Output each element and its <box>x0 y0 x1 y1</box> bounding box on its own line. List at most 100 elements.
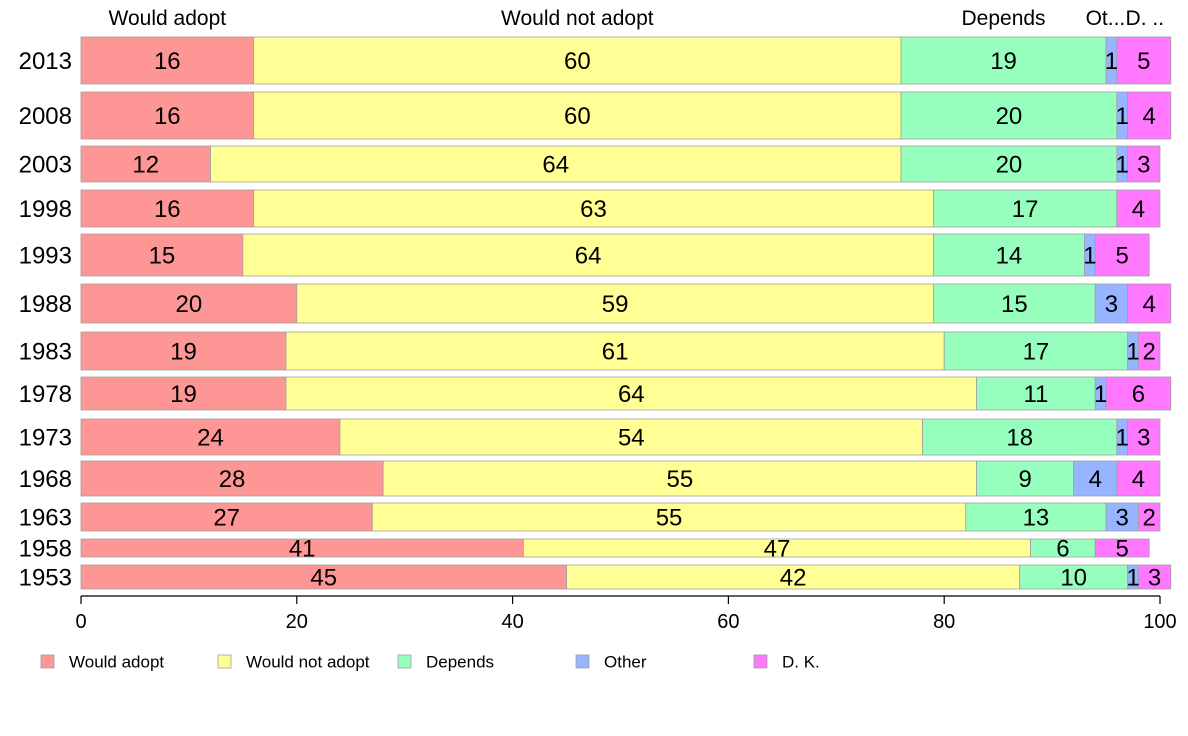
bar-segment <box>80 233 244 277</box>
category-label: 1958 <box>19 536 72 563</box>
bar-value-label: 55 <box>656 505 683 532</box>
bar-segment <box>296 283 934 324</box>
bar-segment <box>900 36 1107 85</box>
legend-swatch <box>217 654 232 669</box>
bar-value-label: 4 <box>1143 291 1156 318</box>
category-label: 1998 <box>19 196 72 223</box>
bar-segment <box>339 418 924 456</box>
bar-value-label: 24 <box>197 425 224 452</box>
bar-value-label: 3 <box>1105 291 1118 318</box>
bar-value-label: 5 <box>1116 243 1129 270</box>
legend-label: Other <box>604 653 647 672</box>
bar-value-label: 16 <box>154 48 181 75</box>
legend: Would adopt Would not adopt Depends Other D.… <box>40 653 820 672</box>
bar-segment <box>285 331 945 371</box>
bar-value-label: 5 <box>1116 536 1129 563</box>
bar-value-label: 3 <box>1116 505 1129 532</box>
legend-swatch <box>575 654 590 669</box>
bar-value-label: 1 <box>1116 103 1129 130</box>
bar-value-label: 16 <box>154 196 181 223</box>
legend-label: D. K. <box>782 653 820 672</box>
bar-value-label: 3 <box>1148 565 1161 592</box>
bar-segment <box>976 376 1096 411</box>
bar-value-label: 4 <box>1089 466 1102 493</box>
legend-swatch <box>753 654 768 669</box>
bar-segment <box>1127 283 1172 324</box>
bar-segment <box>1094 538 1150 558</box>
bar-segment <box>1138 564 1172 590</box>
bar-segment <box>80 376 287 411</box>
bar-value-label: 64 <box>542 152 569 179</box>
bar-segment <box>1127 418 1161 456</box>
bar-value-label: 1 <box>1126 565 1139 592</box>
bar-segment <box>242 233 934 277</box>
bar-segment <box>1094 233 1150 277</box>
x-tick-label: 60 <box>717 611 739 633</box>
bar-segment <box>80 331 287 371</box>
bar-value-label: 17 <box>1023 339 1050 366</box>
category-label: 2008 <box>19 103 72 130</box>
year-labels-layer: 2013 2008 2003 1998 1993 1988 1983 1978 1973 1968… <box>19 48 72 592</box>
bar-value-label: 1 <box>1116 425 1129 452</box>
bar-value-label: 42 <box>780 565 807 592</box>
x-tick-label: 0 <box>75 611 86 633</box>
bar-value-label: 9 <box>1018 466 1031 493</box>
bar-segment <box>253 189 934 228</box>
bar-value-label: 20 <box>996 103 1023 130</box>
bar-value-label: 1 <box>1083 243 1096 270</box>
legend-label: Would adopt <box>69 653 164 672</box>
x-tick-label: 40 <box>501 611 523 633</box>
bar-segment <box>80 418 341 456</box>
bar-segment <box>965 502 1107 532</box>
bars-layer <box>80 36 1172 590</box>
bar-value-label: 1 <box>1116 152 1129 179</box>
bar-value-label: 20 <box>176 291 203 318</box>
bar-value-label: 64 <box>575 243 602 270</box>
x-tick-label: 20 <box>286 611 308 633</box>
bar-value-label: 1 <box>1105 48 1118 75</box>
bar-value-label: 4 <box>1132 466 1145 493</box>
bar-segment <box>1019 564 1129 590</box>
bar-segment <box>1138 502 1161 532</box>
bar-segment <box>900 91 1118 140</box>
bar-value-label: 45 <box>310 565 337 592</box>
category-label: 1968 <box>19 466 72 493</box>
bar-segment <box>80 91 255 140</box>
bar-value-label: 17 <box>1012 196 1039 223</box>
bar-value-label: 54 <box>618 425 645 452</box>
x-tick-label: 100 <box>1143 611 1176 633</box>
bar-segment <box>1127 91 1172 140</box>
bar-value-label: 6 <box>1132 381 1145 408</box>
category-label: 1963 <box>19 505 72 532</box>
category-label: 2003 <box>19 152 72 179</box>
bar-segment <box>285 376 977 411</box>
bar-segment <box>80 564 567 590</box>
legend-swatch <box>397 654 412 669</box>
bar-segment <box>933 233 1085 277</box>
bar-segment <box>210 145 902 183</box>
bar-segment <box>1105 376 1172 411</box>
bar-value-label: 3 <box>1137 425 1150 452</box>
bar-value-label: 18 <box>1006 425 1033 452</box>
category-label: 1953 <box>19 565 72 592</box>
bar-segment <box>253 36 902 85</box>
bar-segment <box>1116 460 1161 497</box>
bar-value-label: 64 <box>618 381 645 408</box>
bar-segment <box>1105 502 1139 532</box>
bar-value-label: 2 <box>1143 339 1156 366</box>
bar-value-label: 13 <box>1023 505 1050 532</box>
bar-segment <box>976 460 1075 497</box>
bar-value-label: 14 <box>996 243 1023 270</box>
top-segment-label: Would adopt <box>109 7 227 30</box>
x-tick-label: 80 <box>933 611 955 633</box>
bar-value-label: 41 <box>289 536 316 563</box>
x-axis: 0 20 40 60 80 100 <box>75 595 1177 633</box>
bar-segment <box>371 502 967 532</box>
bar-segment <box>933 189 1118 228</box>
bar-value-label: 63 <box>580 196 607 223</box>
bar-value-label: 6 <box>1056 536 1069 563</box>
bar-value-label: 28 <box>219 466 246 493</box>
bar-segment <box>80 145 211 183</box>
bar-value-label: 15 <box>1001 291 1028 318</box>
